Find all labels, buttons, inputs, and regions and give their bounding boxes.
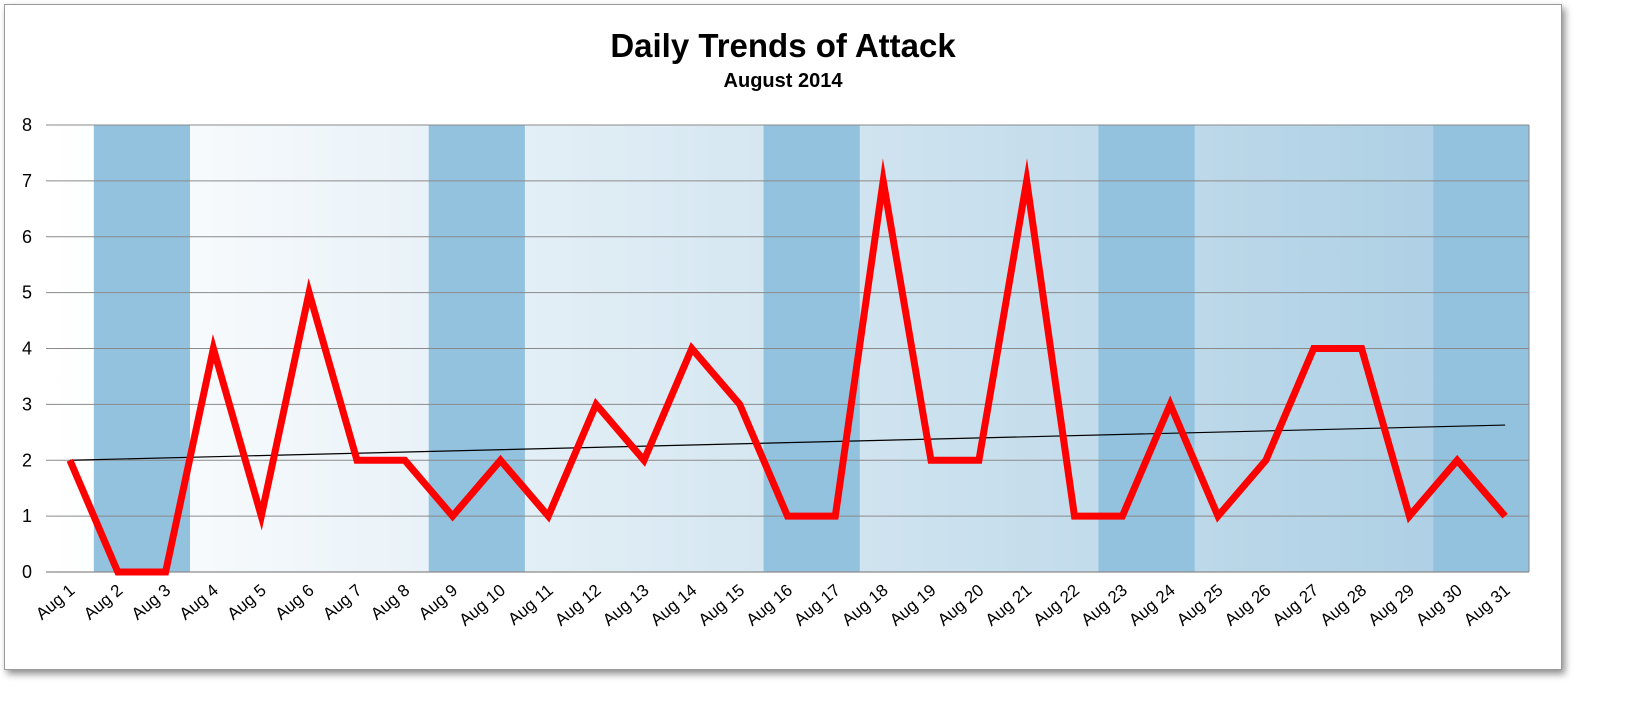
x-tick-label: Aug 15 bbox=[695, 581, 748, 630]
x-tick-label: Aug 31 bbox=[1460, 581, 1513, 630]
x-tick-label: Aug 1 bbox=[32, 581, 78, 624]
trendline bbox=[69, 424, 1506, 461]
x-tick-label: Aug 7 bbox=[319, 581, 365, 624]
y-tick-label: 4 bbox=[22, 339, 32, 359]
y-tick-label: 1 bbox=[22, 506, 32, 526]
y-tick-label: 3 bbox=[22, 394, 32, 414]
x-tick-label: Aug 9 bbox=[415, 581, 461, 624]
x-tick-label: Aug 5 bbox=[224, 581, 270, 624]
x-tick-label: Aug 30 bbox=[1412, 581, 1465, 630]
x-tick-label: Aug 13 bbox=[599, 581, 652, 630]
x-tick-label: Aug 8 bbox=[367, 581, 413, 624]
x-tick-label: Aug 4 bbox=[176, 581, 222, 624]
y-tick-label: 8 bbox=[22, 115, 32, 135]
x-tick-label: Aug 29 bbox=[1364, 581, 1417, 630]
x-tick-label: Aug 23 bbox=[1077, 581, 1130, 630]
chart-title: Daily Trends of Attack bbox=[610, 27, 956, 64]
x-tick-label: Aug 17 bbox=[790, 581, 843, 630]
x-tick-label: Aug 6 bbox=[271, 581, 317, 624]
x-tick-label: Aug 28 bbox=[1317, 581, 1370, 630]
x-tick-label: Aug 27 bbox=[1269, 581, 1322, 630]
y-tick-label: 2 bbox=[22, 450, 32, 470]
x-tick-label: Aug 14 bbox=[647, 581, 700, 630]
x-tick-label: Aug 19 bbox=[886, 581, 939, 630]
x-tick-label: Aug 21 bbox=[982, 581, 1035, 630]
x-tick-label: Aug 10 bbox=[456, 581, 509, 630]
x-tick-label: Aug 16 bbox=[743, 581, 796, 630]
x-tick-label: Aug 3 bbox=[128, 581, 174, 624]
x-tick-label: Aug 12 bbox=[551, 581, 604, 630]
y-tick-label: 0 bbox=[22, 562, 32, 582]
x-tick-label: Aug 11 bbox=[504, 581, 557, 629]
y-tick-label: 6 bbox=[22, 227, 32, 247]
y-tick-label: 7 bbox=[22, 171, 32, 191]
chart-subtitle: August 2014 bbox=[723, 70, 843, 92]
x-tick-label: Aug 22 bbox=[1030, 581, 1083, 630]
x-tick-label: Aug 25 bbox=[1173, 581, 1226, 630]
x-tick-label: Aug 18 bbox=[838, 581, 891, 630]
x-tick-label: Aug 26 bbox=[1221, 581, 1274, 630]
x-tick-label: Aug 2 bbox=[80, 581, 126, 624]
y-tick-label: 5 bbox=[22, 283, 32, 303]
x-tick-label: Aug 20 bbox=[934, 581, 987, 630]
x-tick-label: Aug 24 bbox=[1125, 581, 1178, 630]
